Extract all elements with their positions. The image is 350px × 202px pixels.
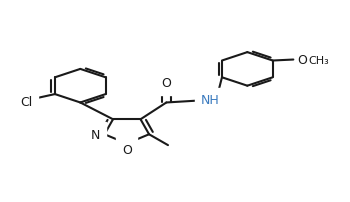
Text: NH: NH <box>201 94 219 106</box>
Text: Cl: Cl <box>20 96 33 109</box>
Text: CH₃: CH₃ <box>309 55 330 65</box>
Text: O: O <box>161 77 171 90</box>
Text: O: O <box>122 143 132 156</box>
Text: N: N <box>91 128 100 141</box>
Text: O: O <box>297 54 307 67</box>
